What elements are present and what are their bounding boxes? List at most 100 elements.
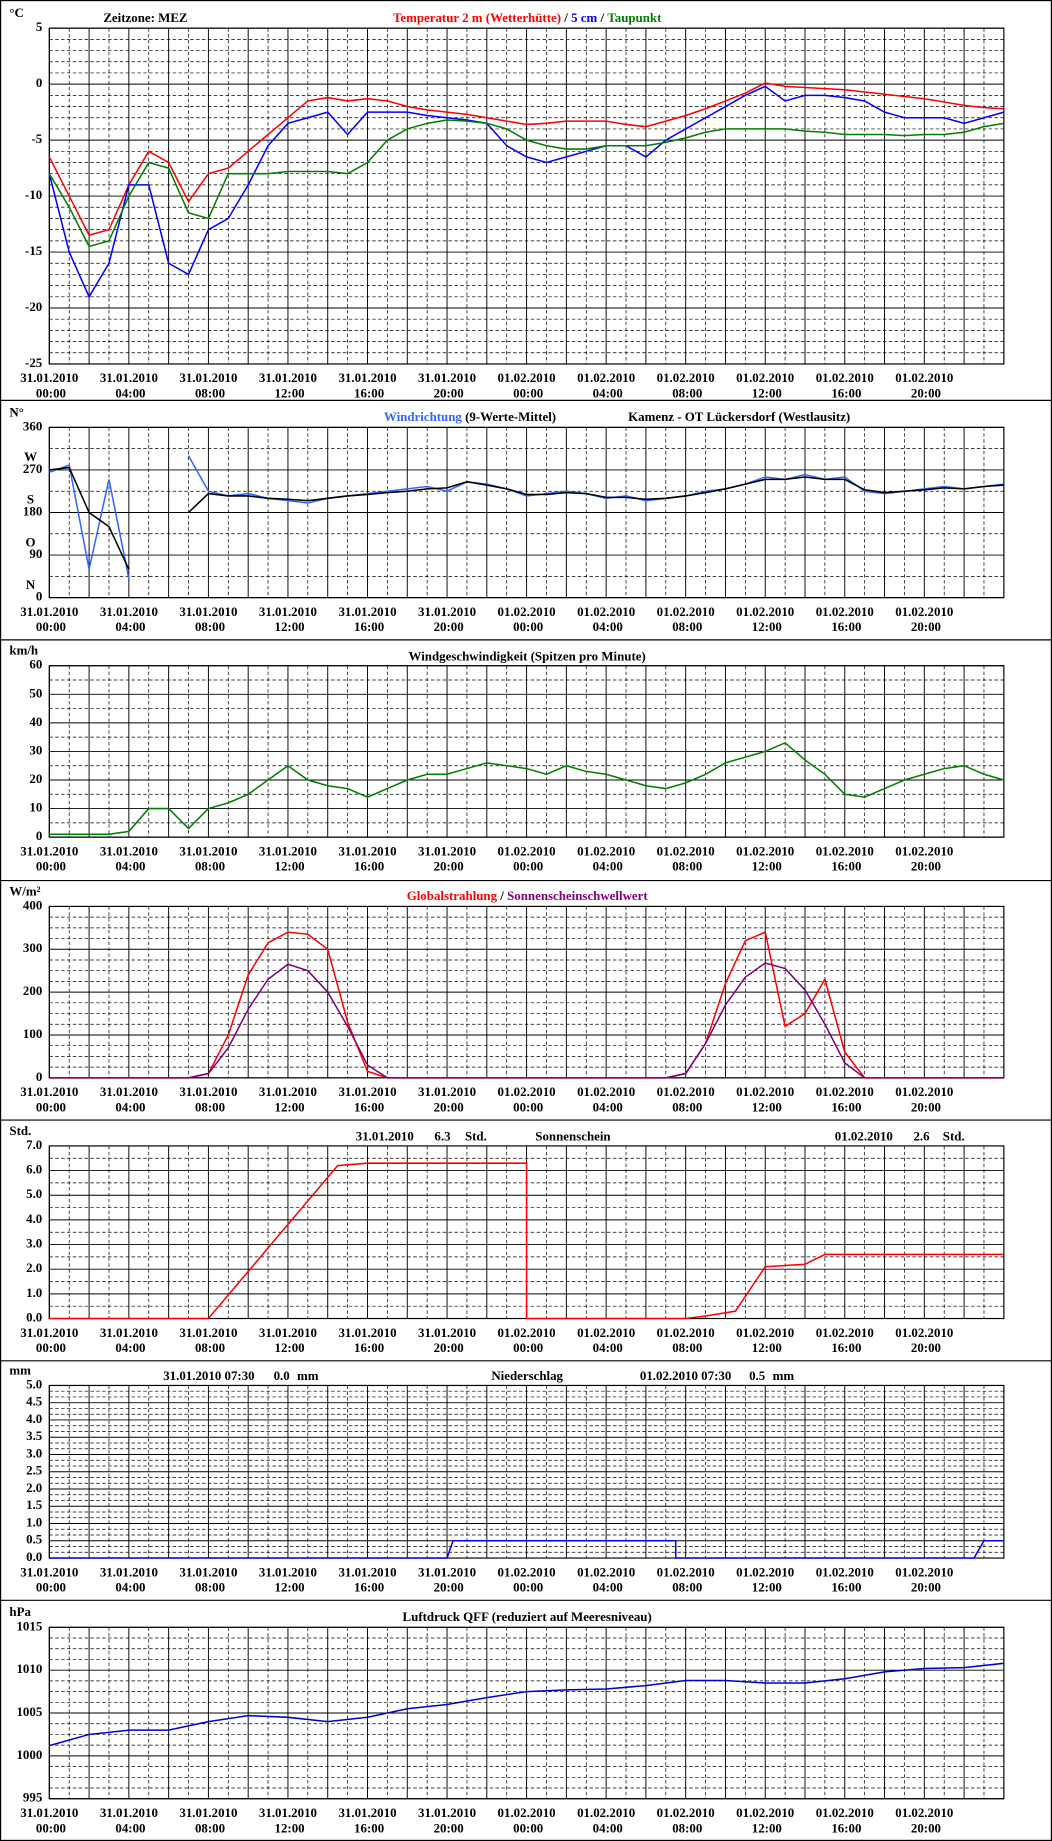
y-tick-label: -20 <box>25 299 42 314</box>
y-axis-label: mm <box>9 1362 31 1377</box>
total-date: 31.01.2010 07:30 <box>163 1368 254 1383</box>
data-line <box>49 1540 1004 1559</box>
annotation: Zeitzone: MEZ <box>103 10 187 25</box>
y-tick-label: 100 <box>23 1026 42 1041</box>
x-tick-label: 31.01.2010 00:00 <box>20 370 78 400</box>
x-tick-label: 31.01.2010 20:00 <box>418 1084 476 1114</box>
x-tick-label: 31.01.2010 04:00 <box>100 370 158 400</box>
x-tick-label: 01.02.2010 08:00 <box>657 604 715 634</box>
x-tick-label: 31.01.2010 08:00 <box>179 1325 237 1355</box>
x-tick-label: 01.02.2010 12:00 <box>736 1805 794 1835</box>
x-tick-label: 31.01.2010 20:00 <box>418 1325 476 1355</box>
x-tick-label: 01.02.2010 12:00 <box>736 843 794 873</box>
x-tick-label: 01.02.2010 04:00 <box>577 604 635 634</box>
compass-label: O <box>26 534 36 549</box>
y-axis-label: N° <box>9 404 23 419</box>
y-axis-label: W/m² <box>9 883 40 898</box>
y-tick-label: 4.0 <box>26 1211 42 1226</box>
x-tick-label: 31.01.2010 00:00 <box>20 1084 78 1114</box>
x-tick-label: 01.02.2010 16:00 <box>816 843 874 873</box>
x-tick-label: 31.01.2010 00:00 <box>20 1325 78 1355</box>
y-tick-label: 0 <box>36 1069 42 1084</box>
legend: Globalstrahlung / Sonnenscheinschwellwer… <box>407 888 649 903</box>
x-tick-label: 31.01.2010 08:00 <box>179 604 237 634</box>
legend-separator: / <box>597 10 607 25</box>
y-tick-label: 1015 <box>16 1618 42 1633</box>
y-tick-label: 270 <box>23 461 42 476</box>
x-tick-label: 31.01.2010 12:00 <box>259 370 317 400</box>
x-tick-label: 31.01.2010 08:00 <box>179 1564 237 1594</box>
y-tick-label: 10 <box>29 800 42 815</box>
total-unit: Std. <box>465 1129 487 1144</box>
legend-entry: Temperatur 2 m (Wetterhütte) <box>393 10 561 25</box>
x-tick-label: 01.02.2010 08:00 <box>657 370 715 400</box>
x-tick-label: 01.02.2010 04:00 <box>577 1564 635 1594</box>
x-tick-label: 01.02.2010 00:00 <box>498 604 556 634</box>
data-line <box>49 962 1004 1079</box>
legend-entry: Sonnenscheinschwellwert <box>507 888 648 903</box>
y-tick-label: 1010 <box>16 1661 42 1676</box>
legend: Temperatur 2 m (Wetterhütte) / 5 cm / Ta… <box>393 10 662 25</box>
legend-entry: Windrichtung <box>384 409 462 424</box>
x-tick-label: 31.01.2010 08:00 <box>179 1805 237 1835</box>
chart-title: Niederschlag <box>491 1368 563 1383</box>
x-tick-label: 01.02.2010 20:00 <box>895 1564 953 1594</box>
legend-separator: / <box>497 888 507 903</box>
y-tick-label: -5 <box>32 131 43 146</box>
x-tick-label: 31.01.2010 04:00 <box>100 1564 158 1594</box>
x-tick-label: 01.02.2010 00:00 <box>498 1325 556 1355</box>
x-tick-label: 01.02.2010 20:00 <box>895 604 953 634</box>
y-tick-label: 4.5 <box>26 1394 42 1409</box>
chart-title: Sonnenschein <box>535 1129 610 1144</box>
y-tick-label: 6.0 <box>26 1162 42 1177</box>
y-tick-label: 300 <box>23 940 42 955</box>
compass-label: W <box>24 449 37 464</box>
x-tick-label: 01.02.2010 04:00 <box>577 1325 635 1355</box>
y-tick-label: 90 <box>29 546 42 561</box>
x-tick-label: 31.01.2010 16:00 <box>338 1084 396 1114</box>
y-tick-label: 20 <box>29 771 42 786</box>
x-tick-label: 01.02.2010 20:00 <box>895 1084 953 1114</box>
x-tick-label: 31.01.2010 16:00 <box>338 1805 396 1835</box>
compass-label: S <box>27 492 34 507</box>
x-tick-label: 01.02.2010 20:00 <box>895 1805 953 1835</box>
x-tick-label: 31.01.2010 20:00 <box>418 1564 476 1594</box>
x-tick-label: 31.01.2010 20:00 <box>418 604 476 634</box>
data-line <box>49 1162 1004 1320</box>
y-tick-label: 2.5 <box>26 1463 42 1478</box>
data-line <box>48 82 1004 237</box>
legend-separator: / <box>561 10 571 25</box>
x-tick-label: 31.01.2010 16:00 <box>338 1325 396 1355</box>
total-unit: mm <box>297 1368 319 1383</box>
legend-entry: 5 cm <box>571 10 597 25</box>
y-tick-label: 5.0 <box>26 1376 42 1391</box>
y-tick-label: 0.0 <box>26 1309 42 1324</box>
x-tick-label: 31.01.2010 04:00 <box>100 604 158 634</box>
x-tick-label: 01.02.2010 08:00 <box>657 843 715 873</box>
total-unit: mm <box>773 1368 795 1383</box>
x-tick-label: 31.01.2010 20:00 <box>418 1805 476 1835</box>
total-value: 2.6 <box>913 1129 930 1144</box>
y-tick-label: 1005 <box>16 1704 42 1719</box>
x-tick-label: 01.02.2010 20:00 <box>895 370 953 400</box>
x-tick-label: 31.01.2010 00:00 <box>20 1805 78 1835</box>
x-tick-label: 31.01.2010 16:00 <box>338 843 396 873</box>
y-tick-label: 400 <box>23 897 42 912</box>
y-tick-label: -25 <box>25 355 42 370</box>
chart-title: Windgeschwindigkeit (Spitzen pro Minute) <box>409 648 646 663</box>
y-tick-label: 3.0 <box>26 1236 42 1251</box>
x-tick-label: 01.02.2010 12:00 <box>736 1564 794 1594</box>
x-tick-label: 31.01.2010 12:00 <box>259 1084 317 1114</box>
y-tick-label: 40 <box>29 714 42 729</box>
y-tick-label: 30 <box>29 742 42 757</box>
y-tick-label: -10 <box>25 187 42 202</box>
y-tick-label: 3.5 <box>26 1428 42 1443</box>
x-tick-label: 31.01.2010 04:00 <box>100 843 158 873</box>
y-tick-label: 50 <box>29 685 42 700</box>
x-tick-label: 01.02.2010 08:00 <box>657 1325 715 1355</box>
x-tick-label: 01.02.2010 16:00 <box>816 1564 874 1594</box>
legend-entry: Taupunkt <box>607 10 662 25</box>
y-tick-label: 60 <box>29 657 42 672</box>
y-tick-label: 2.0 <box>26 1480 42 1495</box>
y-tick-label: 1.0 <box>26 1285 42 1300</box>
